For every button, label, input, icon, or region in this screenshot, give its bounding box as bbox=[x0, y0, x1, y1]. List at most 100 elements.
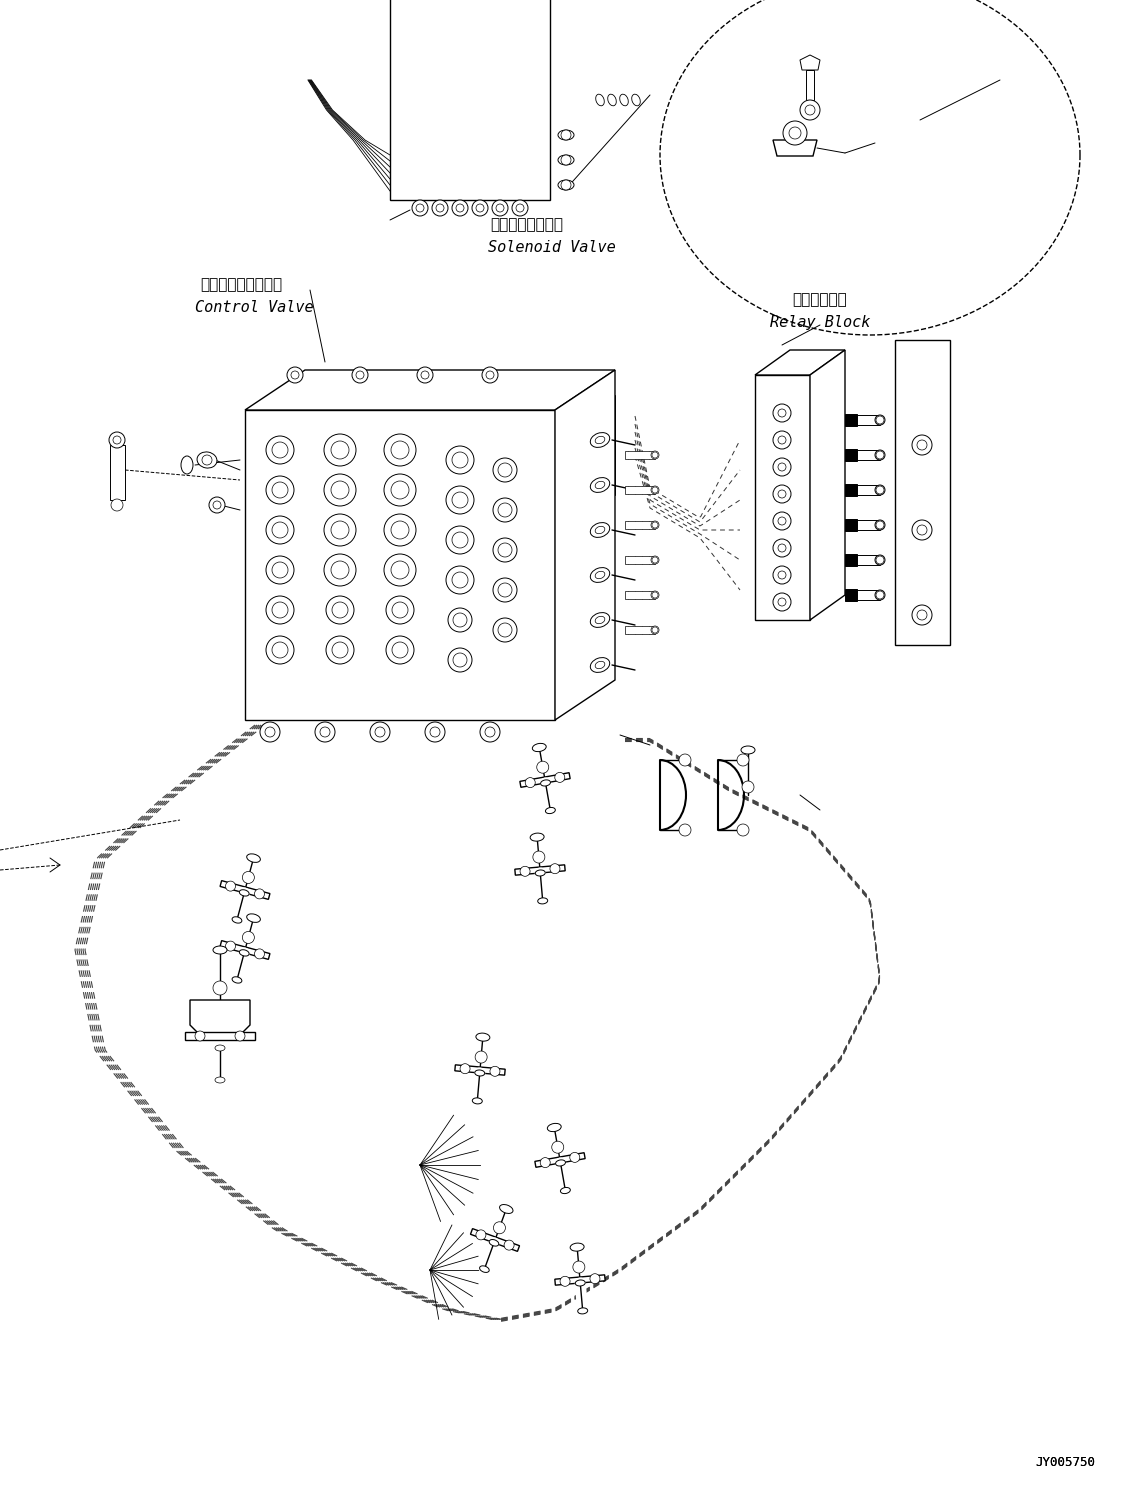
Circle shape bbox=[109, 432, 125, 447]
Circle shape bbox=[652, 488, 658, 494]
Circle shape bbox=[375, 728, 385, 737]
Circle shape bbox=[266, 556, 294, 584]
Circle shape bbox=[332, 643, 348, 658]
Circle shape bbox=[453, 200, 468, 216]
Circle shape bbox=[492, 200, 508, 216]
Circle shape bbox=[287, 367, 302, 383]
Circle shape bbox=[446, 446, 474, 474]
Circle shape bbox=[773, 431, 791, 449]
Ellipse shape bbox=[607, 94, 616, 106]
Circle shape bbox=[412, 200, 428, 216]
Circle shape bbox=[550, 863, 559, 874]
Ellipse shape bbox=[489, 1239, 499, 1246]
Ellipse shape bbox=[590, 613, 609, 628]
Circle shape bbox=[525, 778, 536, 787]
Circle shape bbox=[370, 722, 390, 743]
Circle shape bbox=[561, 180, 571, 189]
Circle shape bbox=[242, 932, 255, 944]
Circle shape bbox=[331, 441, 349, 459]
Circle shape bbox=[324, 474, 356, 505]
Ellipse shape bbox=[632, 94, 640, 106]
Circle shape bbox=[432, 200, 448, 216]
Circle shape bbox=[498, 543, 512, 558]
Polygon shape bbox=[773, 140, 818, 157]
Circle shape bbox=[493, 458, 517, 482]
Circle shape bbox=[385, 637, 414, 663]
Circle shape bbox=[111, 499, 123, 511]
Ellipse shape bbox=[499, 1205, 513, 1214]
Ellipse shape bbox=[652, 486, 659, 494]
Circle shape bbox=[778, 571, 786, 579]
Circle shape bbox=[315, 722, 335, 743]
Ellipse shape bbox=[232, 917, 242, 923]
Circle shape bbox=[573, 1261, 584, 1273]
Circle shape bbox=[912, 605, 932, 625]
Bar bbox=[845, 414, 857, 426]
Circle shape bbox=[225, 941, 235, 951]
Ellipse shape bbox=[578, 1308, 588, 1314]
Circle shape bbox=[555, 772, 565, 783]
Ellipse shape bbox=[197, 452, 217, 468]
Ellipse shape bbox=[247, 854, 260, 862]
Ellipse shape bbox=[590, 477, 609, 492]
Circle shape bbox=[391, 482, 409, 499]
Circle shape bbox=[912, 435, 932, 455]
Ellipse shape bbox=[558, 180, 574, 189]
Circle shape bbox=[384, 474, 416, 505]
Circle shape bbox=[561, 130, 571, 140]
Circle shape bbox=[551, 1141, 564, 1153]
Circle shape bbox=[272, 482, 288, 498]
Ellipse shape bbox=[595, 437, 605, 444]
Circle shape bbox=[209, 497, 225, 513]
Circle shape bbox=[319, 728, 330, 737]
Bar bbox=[625, 590, 655, 599]
Circle shape bbox=[235, 1030, 244, 1041]
Circle shape bbox=[498, 623, 512, 637]
Circle shape bbox=[476, 1230, 485, 1241]
Bar bbox=[625, 556, 655, 564]
Circle shape bbox=[498, 583, 512, 596]
Circle shape bbox=[493, 1221, 506, 1233]
Circle shape bbox=[324, 514, 356, 546]
Circle shape bbox=[448, 608, 472, 632]
Polygon shape bbox=[390, 0, 550, 200]
Ellipse shape bbox=[558, 130, 574, 140]
Circle shape bbox=[493, 617, 517, 643]
Circle shape bbox=[272, 522, 288, 538]
Text: Solenoid Valve: Solenoid Valve bbox=[488, 240, 616, 255]
Circle shape bbox=[456, 204, 464, 212]
Circle shape bbox=[460, 1063, 470, 1074]
Ellipse shape bbox=[475, 1071, 484, 1077]
Circle shape bbox=[485, 371, 493, 379]
Circle shape bbox=[272, 562, 288, 579]
Ellipse shape bbox=[875, 555, 885, 565]
Circle shape bbox=[875, 416, 883, 423]
Circle shape bbox=[476, 204, 484, 212]
Ellipse shape bbox=[590, 432, 609, 447]
Circle shape bbox=[417, 367, 433, 383]
Circle shape bbox=[493, 579, 517, 602]
Ellipse shape bbox=[476, 1033, 490, 1041]
Circle shape bbox=[202, 455, 211, 465]
Circle shape bbox=[255, 889, 265, 899]
Ellipse shape bbox=[472, 1097, 482, 1103]
Circle shape bbox=[773, 485, 791, 502]
Circle shape bbox=[482, 367, 498, 383]
Circle shape bbox=[453, 532, 468, 549]
Circle shape bbox=[453, 613, 467, 628]
Circle shape bbox=[493, 498, 517, 522]
Polygon shape bbox=[895, 340, 951, 646]
Circle shape bbox=[272, 441, 288, 458]
Ellipse shape bbox=[215, 1045, 225, 1051]
Circle shape bbox=[570, 1153, 580, 1163]
Circle shape bbox=[498, 502, 512, 517]
Ellipse shape bbox=[741, 746, 755, 754]
Circle shape bbox=[652, 522, 658, 528]
Text: ソレノイドバルブ: ソレノイドバルブ bbox=[490, 218, 563, 233]
Ellipse shape bbox=[532, 744, 546, 751]
Ellipse shape bbox=[558, 155, 574, 166]
Circle shape bbox=[875, 556, 883, 564]
Circle shape bbox=[425, 722, 445, 743]
Polygon shape bbox=[190, 1000, 250, 1035]
Circle shape bbox=[331, 561, 349, 579]
